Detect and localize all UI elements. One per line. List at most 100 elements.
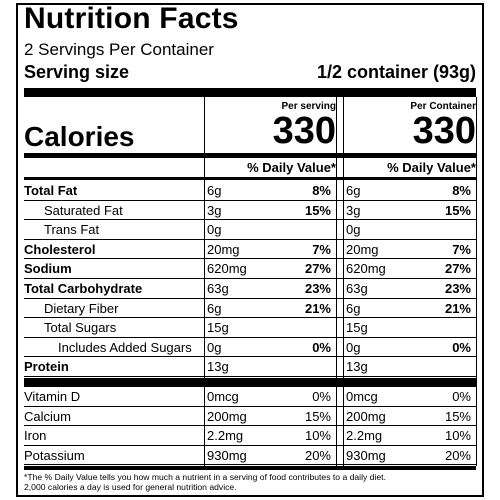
table-row: Total Sugars 15g 15g [0,318,500,338]
amount-serving: 6g [207,300,222,316]
amount-serving: 930mg [207,447,247,463]
calories-per-serving: 330 [272,110,336,152]
nutrient-name: Cholesterol [24,241,96,257]
amount-container: 0mcg [346,389,378,404]
row-divider [24,405,476,407]
amount-serving: 63g [207,281,229,296]
daily-value-serving: 0% [312,339,331,355]
table-row: Total Fat 6g 8% 6g 8% [0,181,500,201]
row-divider [24,336,476,338]
amount-container: 200mg [346,408,386,424]
row-divider [24,444,476,446]
row-divider [24,425,476,427]
table-row: Cholesterol 20mg 7% 20mg 7% [0,240,500,260]
vitamin-row: Potassium 930mg 20% 930mg 20% [0,446,500,466]
vitamin-row: Iron 2.2mg 10% 2.2mg 10% [0,426,500,446]
per-container-header: Per Container [410,101,476,112]
daily-value-container: 0% [452,339,471,355]
table-row: Includes Added Sugars 0g 0% 0g 0% [0,338,500,358]
title: Nutrition Facts [24,2,239,35]
table-row: Trans Fat 0g 0g [0,220,500,240]
table-row: Sodium 620mg 27% 620mg 27% [0,259,500,279]
thick-divider-dv [24,177,476,180]
daily-value-serving: 20% [304,447,331,463]
daily-value-container: 7% [452,241,471,257]
nutrient-name: Calcium [24,408,71,424]
amount-container: 0g [346,339,361,355]
amount-container: 930mg [346,447,386,463]
nutrient-name: Sodium [24,261,72,277]
nutrient-name: Total Sugars [44,320,117,336]
amount-container: 620mg [346,261,386,277]
nutrient-name: Total Fat [24,183,78,198]
nutrient-name: Dietary Fiber [44,300,119,316]
vitamin-row: Vitamin D 0mcg 0% 0mcg 0% [0,387,500,407]
daily-value-serving: 10% [304,428,331,444]
nutrient-name: Protein [24,359,69,375]
table-row: Total Carbohydrate 63g 23% 63g 23% [0,279,500,299]
row-divider [24,238,476,240]
daily-value-serving: 23% [304,281,331,296]
daily-value-container: 21% [444,300,471,316]
row-divider [24,375,476,377]
table-row: Saturated Fat 3g 15% 3g 15% [0,201,500,221]
row-divider [24,199,476,201]
daily-value-container: 15% [444,408,471,424]
amount-container: 63g [346,281,368,296]
daily-value-serving: 0% [312,389,331,404]
footnote-line-2: 2,000 calories a day is used for general… [24,482,237,492]
amount-serving: 13g [207,359,229,375]
amount-serving: 0g [207,339,222,355]
amount-serving: 6g [207,183,222,198]
row-divider [24,464,476,466]
dv-header-container: % Daily Value* [387,160,476,175]
amount-container: 3g [346,202,361,218]
calories-label: Calories [24,121,135,152]
nutrient-name: Iron [24,428,47,444]
nutrient-name: Total Carbohydrate [24,281,143,296]
amount-serving: 620mg [207,261,247,277]
amount-serving: 2.2mg [207,428,244,444]
row-divider [24,258,476,260]
daily-value-serving: 15% [304,202,331,218]
row-divider [24,277,476,279]
daily-value-container: 20% [444,447,471,463]
calories-per-container: 330 [412,110,476,152]
amount-serving: 15g [207,320,229,336]
amount-container: 13g [346,359,368,375]
daily-value-container: 0% [452,389,471,404]
amount-serving: 3g [207,202,222,218]
thick-divider-vitamins [24,378,476,387]
nutrient-name: Potassium [24,447,85,463]
nutrient-name: Trans Fat [44,222,100,238]
thick-divider-calories [24,153,476,158]
amount-container: 15g [346,320,368,336]
col-border-serving-left [204,97,205,466]
row-divider [24,317,476,319]
amount-serving: 0mcg [207,389,239,404]
footnote-line-1: *The % Daily Value tells you how much a … [24,472,386,482]
row-divider [24,297,476,299]
dv-header-serving: % Daily Value* [247,160,336,175]
col-border-container-left [343,97,344,466]
per-serving-header: Per serving [281,101,336,112]
row-divider [24,219,476,221]
col-border-container-right [476,97,477,466]
amount-serving: 20mg [207,241,240,257]
thick-divider-bottom [24,466,476,470]
amount-container: 0g [346,222,361,238]
serving-size-value: 1/2 container (93g) [316,62,476,82]
daily-value-serving: 21% [304,300,331,316]
table-row: Protein 13g 13g [0,357,500,377]
daily-value-serving: 7% [312,241,331,257]
daily-value-serving: 15% [304,408,331,424]
serving-size-label: Serving size [24,62,130,82]
daily-value-container: 27% [444,261,471,277]
row-divider [24,356,476,358]
daily-value-container: 10% [444,428,471,444]
amount-container: 20mg [346,241,379,257]
nutrient-name: Vitamin D [24,389,81,404]
vitamin-row: Calcium 200mg 15% 200mg 15% [0,407,500,427]
daily-value-container: 8% [452,183,471,198]
nutrition-facts-label [16,3,484,497]
